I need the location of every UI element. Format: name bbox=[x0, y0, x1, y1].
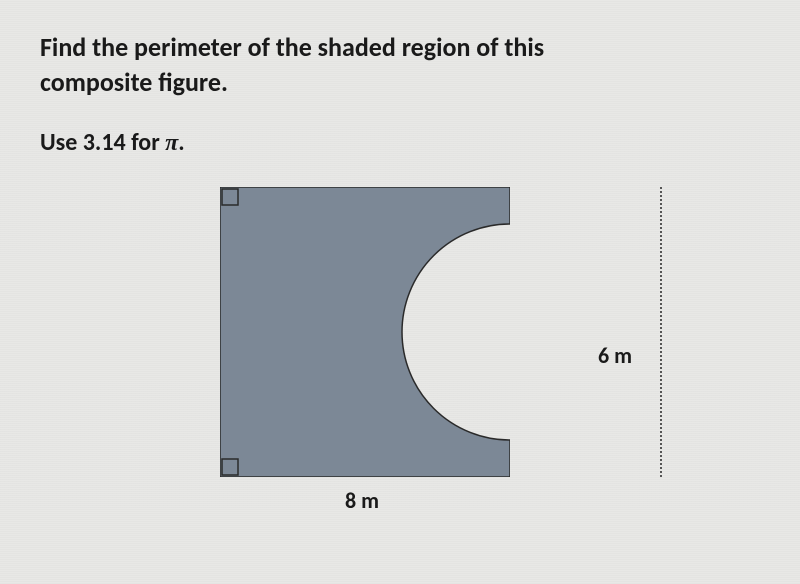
instruction-before: Use 3.14 for bbox=[40, 128, 165, 157]
label-6m: 6 m bbox=[598, 342, 632, 369]
composite-figure: 6 m 8 m bbox=[180, 187, 780, 567]
label-8m: 8 m bbox=[345, 487, 379, 514]
question-text: Find the perimeter of the shaded region … bbox=[40, 30, 760, 100]
dashed-guide-line bbox=[660, 187, 662, 477]
pi-symbol: π bbox=[165, 130, 178, 156]
instruction-after: . bbox=[178, 128, 184, 157]
figure-svg-wrap bbox=[220, 187, 510, 482]
shaded-region-path bbox=[220, 187, 510, 477]
pi-instruction: Use 3.14 for π. bbox=[40, 128, 760, 157]
question-line-1: Find the perimeter of the shaded region … bbox=[40, 31, 544, 63]
shaded-shape-svg bbox=[220, 187, 510, 477]
question-line-2: composite figure. bbox=[40, 66, 228, 98]
